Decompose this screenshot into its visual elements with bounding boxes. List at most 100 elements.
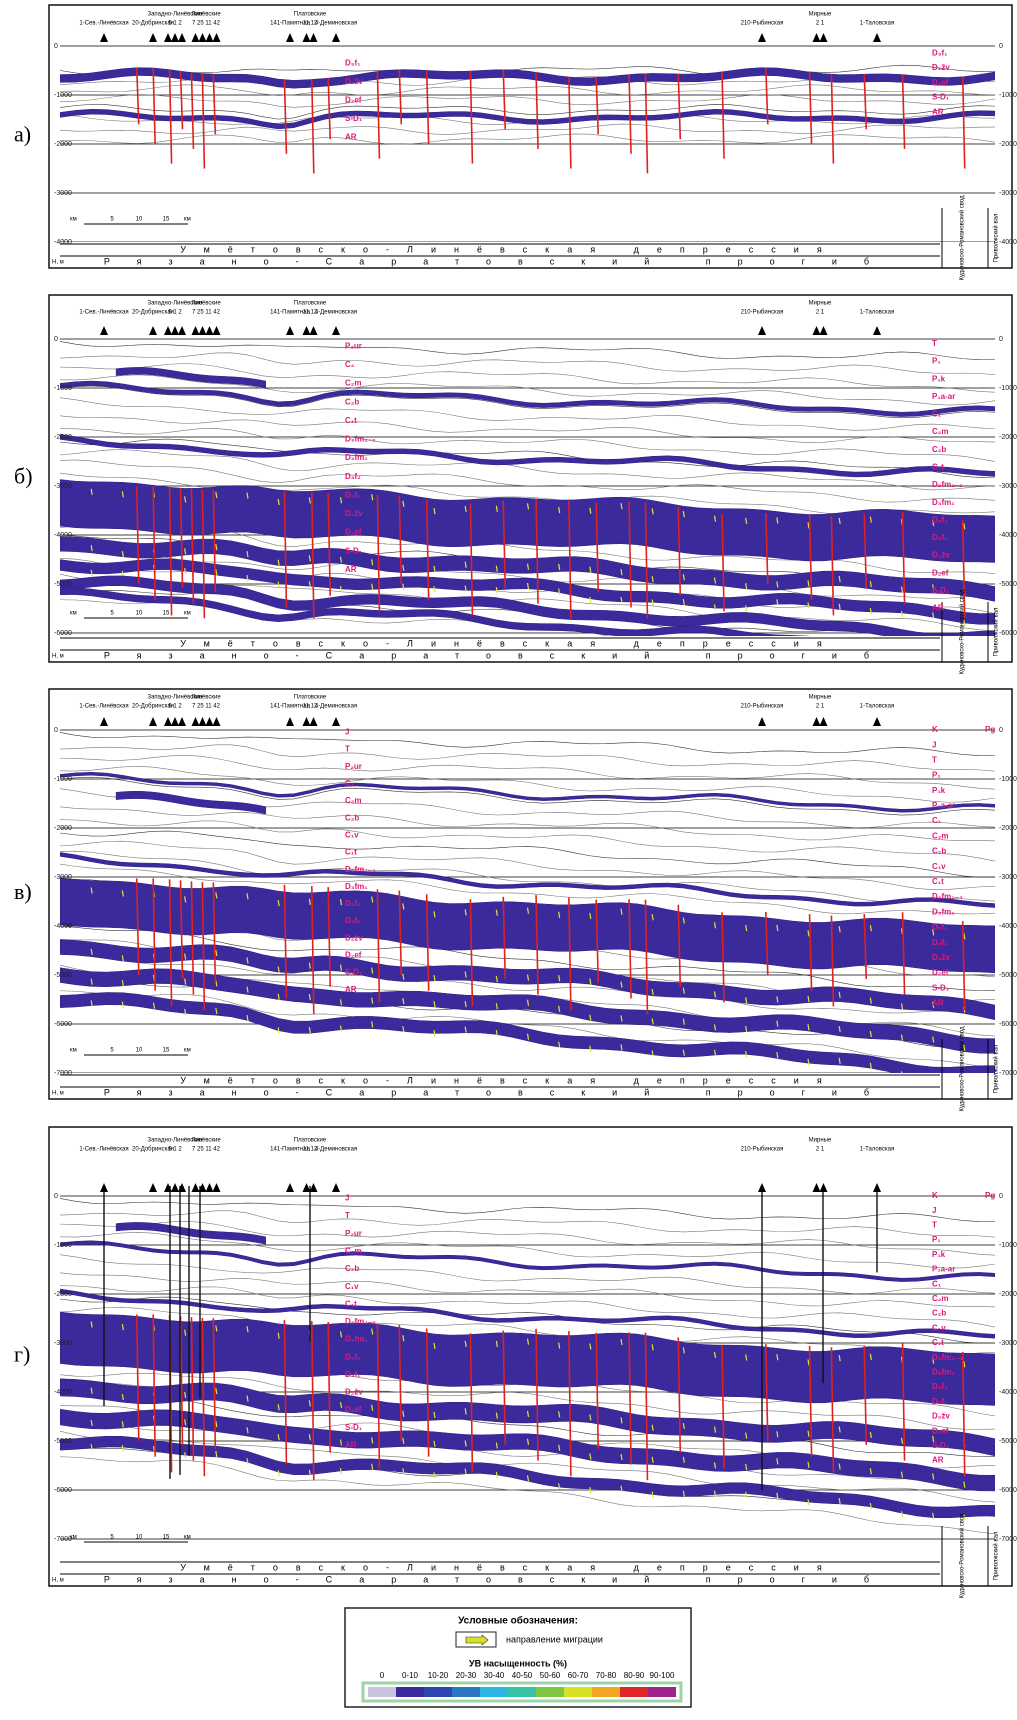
fault: [901, 912, 906, 995]
well-numbers: 7 25 11 42: [192, 21, 221, 27]
migration-tick: [526, 974, 530, 981]
migration-tick: [526, 1475, 530, 1482]
migration-tick: [121, 890, 124, 897]
scale-unit: км: [70, 1535, 77, 1541]
formation-label: C₁t: [345, 1299, 357, 1308]
fault: [327, 887, 331, 987]
migration-tick: [558, 507, 561, 514]
legend: Условные обозначения: направление миграци…: [344, 1607, 692, 1708]
formation-label: AR: [345, 985, 357, 994]
fault: [644, 1332, 649, 1481]
depth-tick-label: -5000: [999, 1438, 1017, 1445]
depth-tick-label: -3000: [999, 483, 1017, 490]
region-label: Умётовско-Линёвская депрессия: [180, 1075, 839, 1085]
formation-label: D₂žv: [345, 1388, 363, 1397]
depth-tick-label: 0: [999, 727, 1003, 734]
well-name: Мирные: [809, 695, 832, 701]
migration-tick: [433, 1001, 436, 1008]
migration-tick: [526, 999, 530, 1006]
migration-tick: [433, 975, 436, 982]
saturated-layer: [60, 939, 995, 1021]
migration-tick: [589, 1414, 592, 1421]
formation-label: D₃fm₁: [345, 453, 368, 462]
migration-tick: [215, 892, 218, 899]
horizon: [60, 1372, 995, 1430]
well-numbers: 7 25 11 42: [192, 310, 221, 316]
migration-tick: [838, 575, 841, 583]
depth-tick-label: 0: [54, 1193, 58, 1200]
fault: [190, 1317, 195, 1461]
formation-label: D₂ef: [932, 968, 949, 977]
migration-tick: [371, 1404, 374, 1411]
depth-tick-label: -2000: [999, 434, 1017, 441]
migration-tick: [713, 922, 717, 929]
migration-tick: [869, 1030, 872, 1038]
legend-title: Условные обозначения:: [458, 1615, 578, 1627]
well-marker: [205, 717, 214, 726]
fault: [765, 1344, 769, 1442]
depth-tick-label: -4000: [999, 532, 1017, 539]
well-marker: [178, 326, 186, 335]
fault: [168, 879, 173, 1007]
legend-swatch: [648, 1687, 676, 1697]
formation-label: D₃fm₁: [932, 498, 955, 507]
migration-tick: [464, 585, 467, 592]
migration-tick: [246, 893, 249, 900]
legend-item-label: 20-30: [456, 1671, 477, 1680]
fault: [135, 67, 140, 125]
migration-tick: [713, 1462, 717, 1469]
region-label: Рязано-Саратовский прогиб: [104, 1574, 896, 1584]
depth-tick-label: -7000: [999, 1536, 1017, 1543]
formation-label: P₁a-ar: [932, 392, 955, 401]
well-name: Мирные: [809, 1138, 832, 1144]
fault: [830, 915, 835, 1007]
horizon: [60, 850, 995, 903]
fault: [179, 71, 184, 130]
saturated-layer: [60, 558, 995, 625]
well-name: Линёвские: [191, 12, 221, 18]
migration-tick: [745, 583, 748, 590]
migration-tick: [526, 1033, 530, 1040]
migration-tick: [589, 1453, 592, 1460]
well-numbers: 5 1 2: [168, 1147, 182, 1153]
migration-tick: [651, 1344, 654, 1351]
swell-label: Приволжский вал: [993, 1044, 1000, 1093]
fault: [595, 899, 600, 983]
formation-label: D₃f₂: [345, 472, 361, 481]
migration-tick: [558, 1411, 561, 1418]
fault: [595, 502, 600, 592]
saturated-layer: [60, 1408, 995, 1492]
formation-label: S-D₁: [345, 546, 363, 555]
migration-tick: [433, 565, 436, 572]
fault: [721, 71, 725, 159]
well-name: 20-Добринская: [132, 704, 174, 710]
depth-unit: Н, м: [52, 1578, 64, 1584]
migration-tick: [339, 1401, 343, 1409]
well-marker: [873, 33, 881, 42]
formation-label: P₂ur: [345, 1229, 362, 1238]
migration-tick: [495, 1030, 498, 1037]
formation-label: D₂žv: [345, 77, 363, 86]
well-numbers: 11,12: [303, 21, 318, 27]
fault: [863, 74, 868, 130]
legend-item-label: 50-60: [540, 1671, 561, 1680]
formation-label: C₂m: [932, 831, 948, 840]
migration-tick: [277, 581, 280, 588]
formation-label: C₁: [932, 816, 942, 825]
depth-tick-label: -1000: [54, 1242, 72, 1249]
fault: [808, 1345, 813, 1457]
horizon: [60, 830, 995, 878]
migration-tick: [121, 1001, 124, 1008]
migration-tick: [620, 569, 623, 576]
migration-tick: [495, 1412, 498, 1419]
horizon: [60, 863, 995, 915]
migration-tick: [838, 991, 841, 998]
fault: [535, 1328, 539, 1461]
migration-tick: [339, 1331, 343, 1338]
formation-label: C₂m: [345, 379, 361, 388]
migration-tick: [776, 599, 779, 606]
migration-tick: [371, 494, 374, 501]
legend-swatch: [368, 1687, 396, 1697]
migration-tick: [495, 587, 498, 594]
formation-label: C₁t: [932, 877, 944, 886]
